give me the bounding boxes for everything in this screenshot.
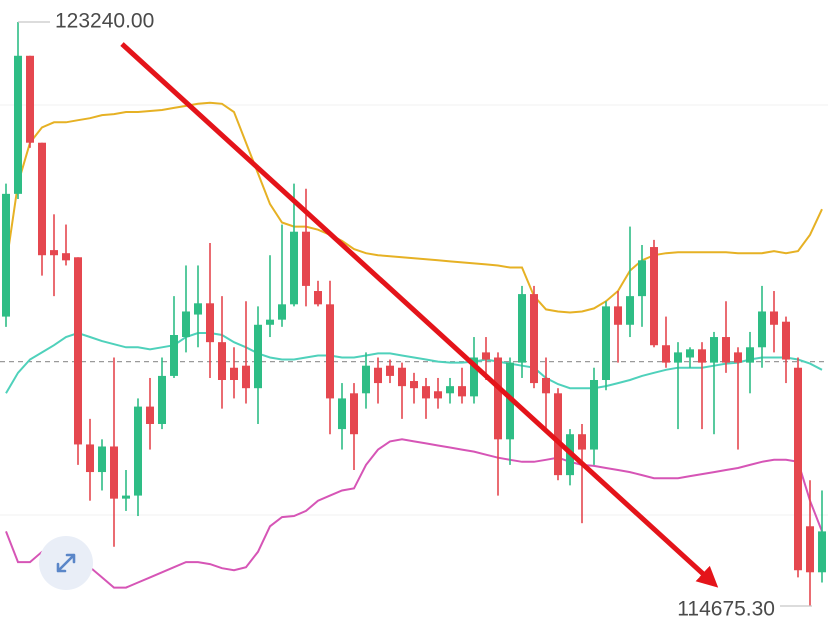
candle-body [158, 375, 166, 424]
candle-body [674, 352, 682, 363]
candle-body [782, 321, 790, 360]
band-line [5, 101, 823, 314]
candle-body [554, 393, 562, 476]
candle-body [542, 377, 550, 394]
min-label: 114675.30 [677, 598, 775, 621]
candle-body [386, 365, 394, 376]
candle-body [146, 406, 154, 424]
candle-body [614, 306, 622, 325]
candle-body [734, 352, 742, 363]
candle-body [338, 398, 346, 430]
candle-body [38, 142, 46, 256]
expand-button[interactable] [39, 536, 93, 590]
candle-body [98, 446, 106, 473]
candle-body [26, 55, 34, 143]
candle-body [662, 345, 670, 363]
candle-body [590, 380, 598, 450]
candle-body [602, 306, 610, 381]
candle-body [314, 291, 322, 305]
band-line [5, 438, 823, 589]
candle-body [2, 193, 10, 317]
candle-body [218, 342, 226, 381]
trend-arrow [120, 42, 719, 588]
extreme-labels: 123240.00 114675.30 [18, 10, 812, 621]
candle-body [794, 367, 802, 571]
candle-body [410, 381, 418, 389]
candle-body [86, 444, 94, 473]
candle-body [686, 349, 694, 358]
candle-body [110, 446, 118, 499]
candle-body [398, 367, 406, 387]
candle-body [434, 391, 442, 399]
candle-body [446, 386, 454, 394]
candle-body [290, 231, 298, 305]
candle-body [722, 337, 730, 363]
candle-body [170, 335, 178, 376]
candle-body [818, 531, 826, 573]
candle-body [470, 357, 478, 397]
candle-body [326, 304, 334, 399]
max-label: 123240.00 [55, 10, 154, 33]
candle-body [14, 55, 22, 194]
candle-body [206, 303, 214, 343]
candle-body [62, 253, 70, 261]
candle-body [422, 386, 430, 399]
candle-body [302, 231, 310, 286]
plot-area [0, 22, 828, 607]
candle-body [530, 294, 538, 384]
candle-body [278, 304, 286, 320]
candle-body [638, 260, 646, 297]
candle-body [182, 311, 190, 338]
candle-body [494, 357, 502, 440]
candle-body [254, 324, 262, 389]
candle-body [746, 347, 754, 363]
candle-body [350, 393, 358, 435]
candle-body [806, 526, 814, 573]
candle-body [194, 303, 202, 315]
candle-body [134, 406, 142, 496]
candle-body [122, 495, 130, 499]
candle-body [698, 349, 706, 363]
candle-body [710, 337, 718, 363]
candle-body [74, 257, 82, 445]
candle-body [266, 319, 274, 325]
candle-body [458, 386, 466, 397]
candle-body [374, 367, 382, 384]
candle-body [770, 311, 778, 325]
candle-body [518, 294, 526, 363]
band-line [5, 331, 823, 394]
candle-body [578, 434, 586, 450]
candle-body [758, 311, 766, 348]
candle-body [242, 365, 250, 389]
candle-body [650, 247, 658, 346]
candle-body [626, 296, 634, 325]
candle-body [50, 250, 58, 256]
candle-body [482, 352, 490, 360]
candle-body [362, 365, 370, 394]
candle-body [230, 367, 238, 381]
